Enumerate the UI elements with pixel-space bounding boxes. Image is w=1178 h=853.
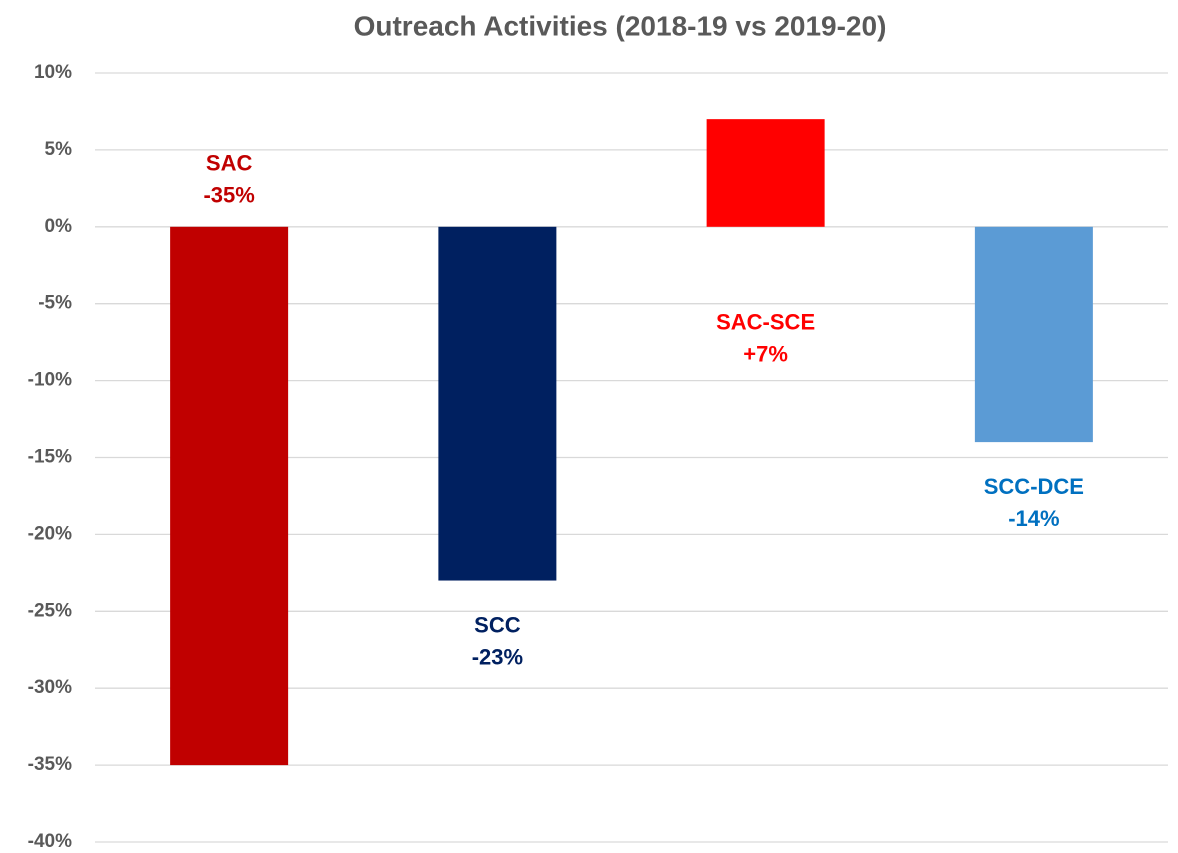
bar bbox=[170, 226, 289, 766]
data-label-value: -35% bbox=[203, 183, 254, 208]
data-label-category: SAC bbox=[206, 151, 253, 176]
y-tick-label: -15% bbox=[28, 447, 72, 468]
y-tick-label: -25% bbox=[28, 600, 72, 621]
y-tick-label: -35% bbox=[28, 754, 72, 775]
y-tick-label: 10% bbox=[34, 62, 72, 83]
y-tick-label: 0% bbox=[45, 216, 73, 237]
data-label-value: -14% bbox=[1008, 506, 1059, 531]
bar bbox=[706, 119, 825, 227]
y-tick-label: -20% bbox=[28, 523, 72, 544]
y-tick-label: 5% bbox=[45, 139, 73, 160]
chart-title: Outreach Activities (2018-19 vs 2019-20) bbox=[354, 10, 887, 41]
y-tick-label: -40% bbox=[28, 831, 72, 852]
bar bbox=[438, 226, 557, 581]
y-tick-label: -10% bbox=[28, 370, 72, 391]
data-label-category: SCC bbox=[474, 612, 521, 637]
data-label-value: +7% bbox=[743, 342, 788, 367]
data-label-category: SAC-SCE bbox=[716, 310, 815, 335]
data-label-value: -23% bbox=[472, 644, 523, 669]
y-tick-label: -5% bbox=[38, 293, 72, 314]
y-tick-label: -30% bbox=[28, 677, 72, 698]
bar bbox=[974, 226, 1093, 443]
data-label-category: SCC-DCE bbox=[984, 474, 1084, 499]
